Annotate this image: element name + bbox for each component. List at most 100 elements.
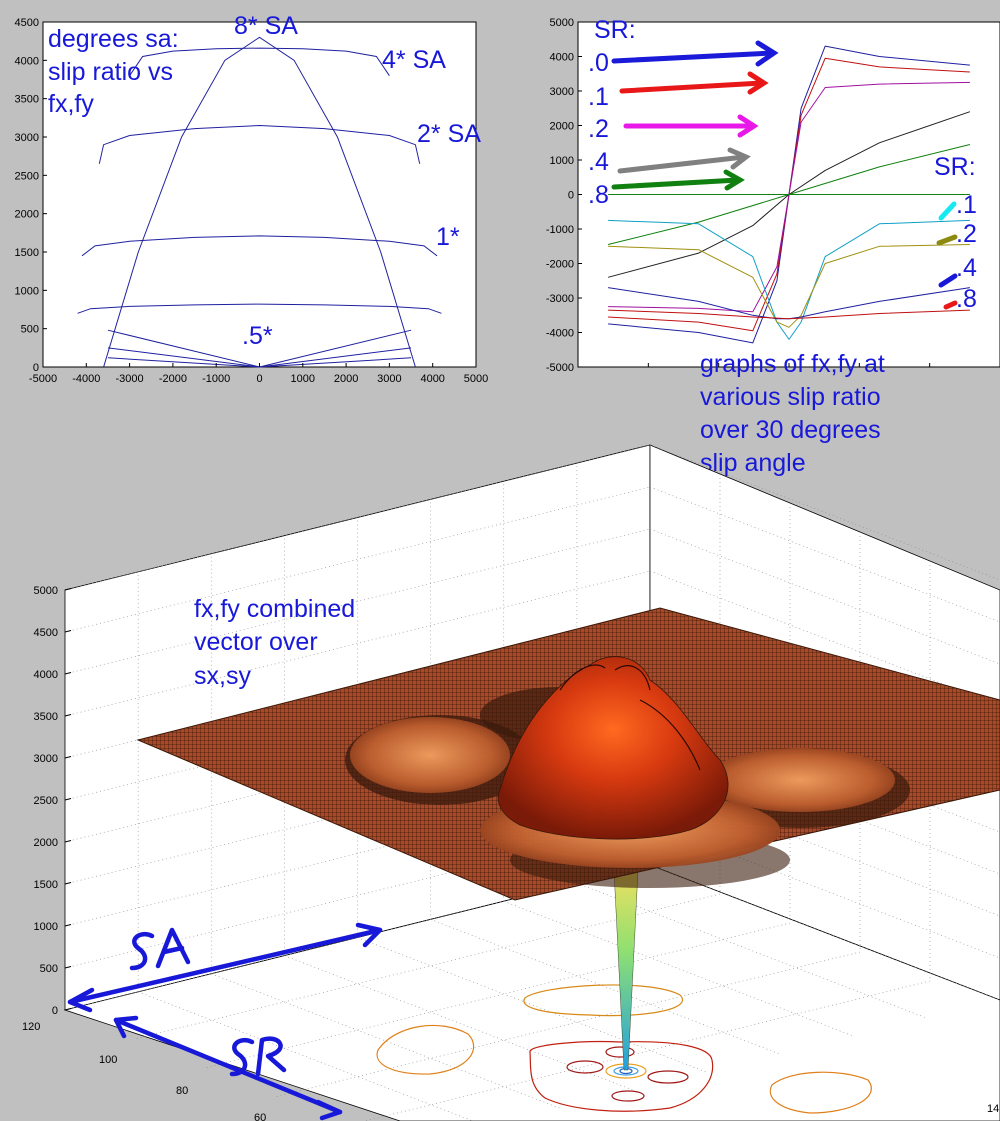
chart3-gridline-right-0 — [649, 864, 1000, 1001]
chart1-series-group — [77, 36, 442, 368]
chart2-ytick-label-0: 5000 — [550, 17, 574, 29]
chart3-label-sr: SR — [0, 0, 2, 1]
contour-c3 — [605, 1046, 635, 1058]
sr-letter-s — [229, 1037, 255, 1077]
chart3-floorgrid-b-3 — [274, 951, 861, 1098]
chart3-mound-right — [705, 748, 895, 812]
chart3-gridline-left-2 — [64, 780, 651, 927]
chart2-sr-left-0: .0 — [588, 49, 609, 77]
chart2-sr-right-1: .2 — [956, 220, 977, 248]
arrow-sa-line — [67, 927, 383, 1005]
chart1-note-line3: fx,fy — [48, 90, 94, 118]
chart2-ytick-label-2: 3000 — [550, 86, 574, 98]
chart3-peak-ridge-3 — [639, 699, 701, 771]
contour-c2 — [647, 1070, 689, 1084]
arrow-sr-8 — [611, 177, 741, 190]
chart1-ytick-label-6: 3000 — [15, 132, 39, 144]
chart2-ytick-label-1: 4000 — [550, 52, 574, 64]
chart3-ztick-label-4: 2000 — [34, 837, 58, 849]
marker-sr-2 — [936, 234, 958, 246]
chart2-ytick-label-8: -3000 — [546, 293, 574, 305]
chart3-floorgrid-a-2 — [211, 973, 562, 1110]
chart3-ztick-mark-1 — [64, 966, 72, 969]
chart2-sr-arrows — [611, 40, 779, 191]
chart3-gridline-left-8 — [64, 528, 651, 675]
chart3-gridline-left-5 — [64, 654, 651, 801]
chart1-spoke-5 — [259, 357, 412, 368]
chart2-caption-line2: various slip ratio — [700, 383, 881, 411]
chart2-ytick-label-4: 1000 — [550, 155, 574, 167]
chart1-label-sa4: 4* SA — [382, 46, 446, 74]
chart3-ztick-mark-5 — [64, 798, 72, 801]
chart1-ytick-label-8: 4000 — [15, 55, 39, 67]
chart3-gridline-left-7 — [64, 570, 651, 717]
chart3-floorgrid-b-2 — [204, 922, 791, 1069]
chart1-label-sa1: 1* — [436, 223, 460, 251]
chart2-sr-left-3: .4 — [588, 148, 609, 176]
chart1-xtick-label-10: 5000 — [464, 373, 488, 385]
chart2-y-ticks: 5000 4000 3000 2000 1000 0 -1000 -2000 -3000 -400… — [546, 17, 1000, 374]
chart1-xtick-label-1: -4000 — [72, 373, 100, 385]
chart3-side-tick-3: 60 — [254, 1112, 266, 1121]
chart1-xtick-label-2: -3000 — [116, 373, 144, 385]
sa-letter-a — [155, 927, 191, 969]
chart1-ytick-label-0: 0 — [33, 362, 39, 374]
chart3-ztick-label-8: 4000 — [34, 669, 58, 681]
chart1: -5000 -4000 -3000 -2000 -1000 0 1000 2000 3000 40… — [15, 12, 489, 385]
chart2-sr-header-right: SR: — [934, 153, 976, 181]
chart1-xtick-label-8: 3000 — [377, 373, 401, 385]
chart3-ztick-label-1: 500 — [40, 963, 58, 975]
arrow-sr-0 — [611, 50, 775, 64]
chart1-series-3 — [129, 47, 390, 76]
chart1-spoke-0 — [107, 329, 260, 368]
chart3-gridline-left-0 — [64, 864, 651, 1011]
chart3-gridline-right-9 — [649, 486, 1000, 623]
chart2-sr-left-4: .8 — [588, 181, 609, 209]
chart1-xtick-label-6: 1000 — [291, 373, 315, 385]
arrow-sr-4-head — [727, 147, 751, 170]
chart3-note-line2: vector over — [194, 628, 318, 656]
chart2: 5000 4000 3000 2000 1000 0 -1000 -2000 -3000 -400… — [546, 16, 1000, 477]
chart2-ytick-label-9: -4000 — [546, 328, 574, 340]
chart1-x-ticks: -5000 -4000 -3000 -2000 -1000 0 1000 2000 3000 40… — [29, 363, 488, 385]
chart1-ytick-label-5: 2500 — [15, 170, 39, 182]
chart3-floorgrid-a-3 — [284, 955, 635, 1091]
chart3-ztick-label-2: 1000 — [34, 921, 58, 933]
chart3-ztick-label-9: 4500 — [34, 627, 58, 639]
chart1-label-sa8: 8* SA — [234, 12, 298, 40]
chart3-floorgrid-a-4 — [357, 937, 708, 1073]
chart1-series-1 — [81, 235, 438, 257]
chart3-gridline-right-8 — [649, 528, 1000, 665]
chart1-ytick-label-3: 1500 — [15, 247, 39, 259]
chart1-spoke-2 — [107, 347, 260, 368]
chart3-ztick-mark-9 — [64, 630, 72, 633]
sr-letter-r — [255, 1036, 287, 1077]
chart1-xtick-label-0: -5000 — [29, 373, 57, 385]
arrow-sr-head-left — [113, 1015, 139, 1039]
chart2-ytick-label-3: 2000 — [550, 121, 574, 133]
chart3-peak-ridge-2 — [614, 665, 651, 691]
chart2-sr-right-2: .4 — [956, 254, 977, 282]
chart3-ztick-mark-8 — [64, 672, 72, 675]
chart3-ztick-mark-3 — [64, 882, 72, 885]
chart1-xtick-label-9: 4000 — [420, 373, 444, 385]
chart3-peak-ridge-1 — [559, 664, 606, 691]
chart3-gridline-right-2 — [649, 780, 1000, 917]
chart1-xtick-label-7: 2000 — [334, 373, 358, 385]
chart1-label-sa2: 2* SA — [417, 120, 481, 148]
chart3-ztick-label-10: 5000 — [34, 585, 58, 597]
chart3-gridline-left-3 — [64, 738, 651, 885]
chart2-sr-header-left: SR: — [594, 16, 636, 44]
chart3-gridline-right-1 — [649, 822, 1000, 959]
chart1-xtick-label-4: -1000 — [202, 373, 230, 385]
contour-c4 — [611, 1090, 645, 1102]
chart3-gridline-right-10 — [649, 444, 1000, 581]
chart3-gridline-right-4 — [649, 696, 1000, 833]
arrow-sa-head-right — [355, 922, 383, 948]
chart3-gridline-left-1 — [64, 822, 651, 969]
chart3-side-tick-1: 100 — [99, 1054, 117, 1066]
sa-letter-s — [129, 931, 155, 971]
chart3-ztick-mark-10 — [64, 588, 72, 591]
